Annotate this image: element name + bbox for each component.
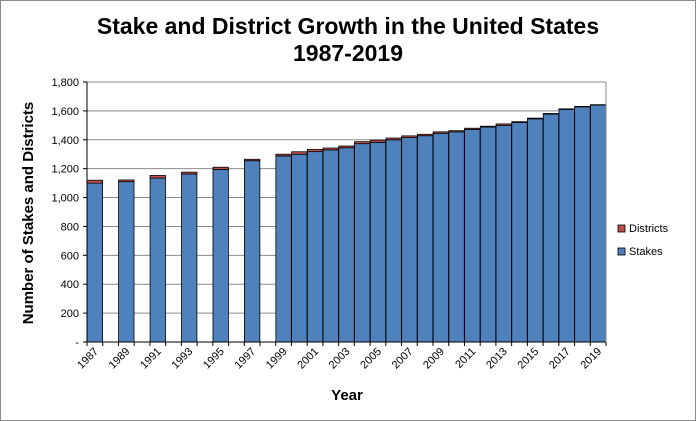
bar-districts-1989 <box>118 179 135 183</box>
y-tick-label: 1,800 <box>51 77 79 89</box>
x-tick-label: 2009 <box>421 346 447 372</box>
bar-stakes-2006 <box>385 139 402 343</box>
bars <box>86 104 607 343</box>
bar-districts-2017 <box>558 108 575 110</box>
y-tick-label: 600 <box>61 250 79 262</box>
x-tick-label: 1997 <box>232 346 258 372</box>
bar-districts-2014 <box>511 121 528 123</box>
bar-stakes-2016 <box>542 113 560 343</box>
legend-label-districts: Districts <box>629 223 669 235</box>
bar-districts-1997 <box>244 158 261 162</box>
bar-districts-2000 <box>291 151 308 155</box>
bar-districts-2015 <box>527 117 544 120</box>
x-tick-labels: 1987 1989 1991 1993 1995 1997 1999 2001 2003 2005… <box>75 346 604 372</box>
bar-districts-2003 <box>338 145 355 149</box>
bar-stakes-2004 <box>354 143 371 343</box>
legend-swatch-districts <box>617 224 626 233</box>
x-tick-label: 2019 <box>578 346 604 372</box>
bar-districts-2012 <box>479 125 497 128</box>
bar-districts-2002 <box>322 147 339 151</box>
bar-districts-2005 <box>369 139 387 143</box>
x-tick-label: 1989 <box>107 346 133 372</box>
bar-stakes-2019 <box>590 104 607 343</box>
bar-districts-2004 <box>354 141 371 145</box>
bar-stakes-2009 <box>432 132 449 343</box>
bar-districts-2009 <box>432 131 449 134</box>
bar-stakes-2012 <box>479 126 497 343</box>
y-tick-label: 200 <box>61 308 79 320</box>
axes <box>86 82 607 346</box>
bar-districts-2006 <box>385 137 402 141</box>
y-tick-label: 1,000 <box>51 193 79 205</box>
bar-stakes-1989 <box>118 181 135 343</box>
legend-label-stakes: Stakes <box>629 246 663 258</box>
legend-swatch-stakes <box>617 247 626 256</box>
bar-stakes-1993 <box>181 173 198 343</box>
y-tick-labels: - 200 400 600 800 1,000 1,200 1,400 1,600 1,800 <box>51 77 79 349</box>
x-tick-label: 1995 <box>201 346 227 372</box>
x-axis-title: Year <box>331 387 363 404</box>
x-tick-label: 2013 <box>484 346 510 372</box>
chart-title-line1: Stake and District Growth in the United … <box>97 13 599 39</box>
x-tick-label: 2001 <box>295 346 321 372</box>
bar-districts-2010 <box>448 130 465 133</box>
bar-districts-1987 <box>86 179 103 184</box>
bar-districts-2013 <box>495 123 512 126</box>
bar-stakes-2015 <box>527 118 544 343</box>
y-tick-label: 1,600 <box>51 106 79 118</box>
bar-stakes-2001 <box>306 151 324 343</box>
y-tick-label: 800 <box>61 221 79 233</box>
bar-stakes-2011 <box>464 128 481 343</box>
bar-districts-1995 <box>212 166 229 170</box>
x-tick-label: 2017 <box>547 346 573 372</box>
bar-stakes-2013 <box>495 124 512 343</box>
bar-stakes-2018 <box>574 106 591 343</box>
y-tick-label: 1,200 <box>51 164 79 176</box>
bar-stakes-2003 <box>338 147 355 343</box>
legend: Districts Stakes <box>617 223 669 258</box>
bar-stakes-2007 <box>401 137 418 343</box>
bar-stakes-2014 <box>511 122 528 343</box>
bar-stakes-1997 <box>244 160 261 343</box>
y-tick-label: 1,400 <box>51 135 79 147</box>
bar-stakes-2005 <box>369 141 387 343</box>
bar-districts-2007 <box>401 135 418 139</box>
bar-districts-2016 <box>542 113 560 115</box>
bar-stakes-1999 <box>275 155 292 343</box>
bar-districts-1991 <box>149 175 166 179</box>
x-tick-label: 1993 <box>170 346 196 372</box>
y-tick-label: 400 <box>61 279 79 291</box>
x-tick-label: 1991 <box>138 346 164 372</box>
x-tick-label: 1999 <box>264 346 290 372</box>
x-tick-label: 2011 <box>453 346 478 371</box>
bar-stakes-1995 <box>212 168 229 343</box>
bar-stakes-2000 <box>291 153 308 343</box>
x-tick-label: 2015 <box>516 346 542 372</box>
bar-stakes-1987 <box>86 182 103 343</box>
y-tick-label: - <box>75 337 79 349</box>
bar-districts-2011 <box>464 127 481 130</box>
bar-districts-2001 <box>306 149 324 153</box>
chart-title-line2: 1987-2019 <box>293 40 403 66</box>
bar-districts-1993 <box>181 171 198 175</box>
bar-stakes-2002 <box>322 149 339 343</box>
bar-stakes-2017 <box>558 109 575 343</box>
bar-stakes-2008 <box>417 135 434 343</box>
bar-stakes-1991 <box>149 177 166 343</box>
bar-stakes-2010 <box>448 131 465 343</box>
x-tick-label: 2005 <box>358 346 384 372</box>
x-tick-label: 2007 <box>390 346 416 372</box>
y-axis-title: Number of Stakes and Districts <box>20 102 37 325</box>
bar-districts-1999 <box>275 153 292 157</box>
x-tick-label: 2003 <box>327 346 353 372</box>
bar-districts-2008 <box>417 133 434 137</box>
x-tick-label: 1987 <box>75 346 101 372</box>
